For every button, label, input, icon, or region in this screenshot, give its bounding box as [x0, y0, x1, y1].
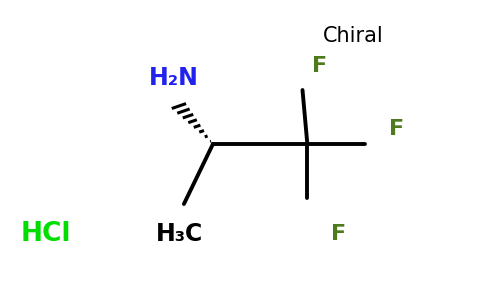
Text: F: F	[312, 56, 327, 76]
Text: F: F	[389, 119, 405, 139]
Text: F: F	[331, 224, 347, 244]
Text: H₃C: H₃C	[155, 222, 203, 246]
Text: HCl: HCl	[21, 221, 71, 247]
Text: Chiral: Chiral	[323, 26, 384, 46]
Text: H₂N: H₂N	[149, 66, 199, 90]
